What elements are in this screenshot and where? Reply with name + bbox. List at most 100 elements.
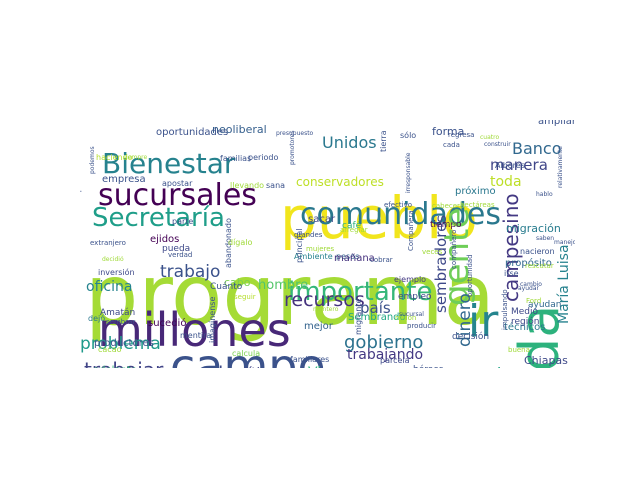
cloud-word: oportunidad	[466, 254, 474, 297]
cloud-word: café	[342, 220, 362, 231]
cloud-word: extranjero	[90, 239, 126, 247]
cloud-word: Chiapas	[524, 354, 568, 367]
cloud-word: programa	[85, 246, 495, 344]
cloud-word: dígalo	[228, 238, 253, 247]
cloud-word: siempre	[123, 154, 147, 161]
cloud-word: sucursal	[399, 311, 424, 318]
cloud-word: tiempo	[430, 220, 462, 230]
cloud-word: periodo	[248, 153, 278, 162]
cloud-word: mentira	[180, 331, 211, 340]
cloud-word: principal	[295, 229, 304, 263]
cloud-word: oficina	[86, 279, 132, 295]
cloud-word: Banco	[512, 139, 562, 158]
cloud-word: llevando	[230, 181, 264, 190]
cloud-word: vida	[508, 305, 571, 368]
cloud-word: parcela	[380, 356, 410, 365]
cloud-word: héroes	[413, 364, 444, 368]
cloud-word: ayudan	[528, 300, 561, 310]
cloud-word: migrante	[354, 299, 363, 335]
cloud-word: importante	[288, 277, 432, 307]
cloud-word: inversión	[98, 267, 135, 277]
cloud-word: empresa	[102, 174, 146, 185]
cloud-word: ejidos	[150, 234, 179, 245]
cloud-word: sembradores	[432, 215, 450, 313]
cloud-word: Cuánto	[210, 282, 243, 292]
cloud-word: cabo	[224, 276, 251, 289]
cloud-word: Compañera	[407, 210, 415, 251]
cloud-word: sembrar	[106, 318, 135, 326]
cloud-word: mejor	[304, 321, 334, 332]
cloud-word: pueda	[162, 244, 190, 254]
cloud-word: Unidos	[322, 133, 377, 152]
cloud-word: sana	[266, 181, 285, 190]
cloud-word: técnicos	[504, 321, 546, 333]
cloud-word: apoyo	[420, 362, 543, 368]
cloud-word: sucursales	[98, 178, 257, 213]
cloud-word: productores	[94, 338, 154, 349]
cloud-word: apostar	[162, 179, 193, 188]
cloud-word: Secretaría	[92, 203, 225, 233]
cloud-word: ejemplo	[394, 275, 426, 284]
cloud-word: rescatar	[525, 262, 554, 270]
cloud-word: trabajo	[160, 262, 220, 282]
cloud-word: regresa	[448, 131, 474, 139]
cloud-word: propósito	[505, 257, 552, 269]
cloud-word: Ford	[526, 297, 541, 305]
cloud-word: hijos	[198, 367, 217, 368]
cloud-word: cuatro	[480, 134, 499, 141]
cloud-word: gobierno	[344, 332, 423, 353]
cloud-word: ayudar	[518, 285, 540, 292]
cloud-word: neoliberal	[212, 123, 267, 136]
cloud-word: imagínense	[208, 297, 217, 343]
cloud-word: cada	[443, 141, 460, 149]
cloud-word: parte	[172, 217, 193, 226]
cloud-word: pueblo	[280, 184, 478, 252]
cloud-word: podemos	[89, 146, 96, 174]
cloud-word: irse	[504, 269, 519, 278]
cloud-word: manera	[490, 156, 548, 174]
cloud-word: impulsando	[501, 289, 509, 330]
cloud-word: trabajando	[347, 347, 423, 363]
cloud-word: Sembrando	[348, 312, 406, 323]
cloud-word: abandonado	[224, 218, 233, 268]
cloud-word: decisión	[452, 331, 489, 342]
cloud-word: construir	[484, 141, 511, 148]
cloud-word: tierra	[379, 130, 388, 152]
cloud-word: hablo	[536, 191, 553, 198]
cloud-word: Ambiente	[294, 252, 333, 261]
cloud-word: dejó	[88, 313, 105, 323]
cloud-word: manejo	[554, 239, 575, 246]
cloud-word: cobrar	[370, 256, 393, 264]
cloud-word: mañana	[334, 253, 375, 264]
cloud-word: país	[360, 299, 391, 317]
cloud-word: conservadores	[296, 175, 384, 189]
cloud-word: repartir	[80, 175, 82, 198]
cloud-word: calcula	[232, 349, 260, 358]
cloud-word: arreglar	[340, 226, 368, 234]
cloud-word: forma	[432, 125, 464, 138]
cloud-word: comunidades	[300, 197, 501, 232]
cloud-word: Albores	[495, 161, 525, 170]
cloud-word: presupuesto	[276, 130, 314, 137]
cloud-word: relativamente	[557, 146, 564, 188]
cloud-word: sacar	[308, 214, 336, 225]
cloud-word: recursos	[284, 289, 365, 311]
cloud-word: buena	[508, 346, 530, 354]
cloud-word: gente	[437, 208, 477, 306]
cloud-word: mexicano	[460, 365, 542, 368]
cloud-word: hombre	[258, 278, 308, 293]
cloud-word: campo	[170, 339, 326, 368]
cloud-word: familias	[220, 154, 251, 163]
cloud-word: mujeres	[306, 245, 335, 253]
cloud-word: oportunidades	[156, 127, 228, 138]
cloud-word: saben	[536, 235, 554, 242]
cloud-word: sólo	[400, 130, 416, 140]
cloud-word: millones	[98, 303, 291, 357]
cloud-word: verdad	[168, 251, 192, 259]
cloud-word: haciendo	[96, 153, 133, 162]
cloud-word: región	[511, 316, 539, 327]
cloud-word: gusto	[186, 362, 236, 368]
cloud-word: ir	[468, 296, 499, 347]
cloud-word: campesino	[499, 193, 523, 302]
